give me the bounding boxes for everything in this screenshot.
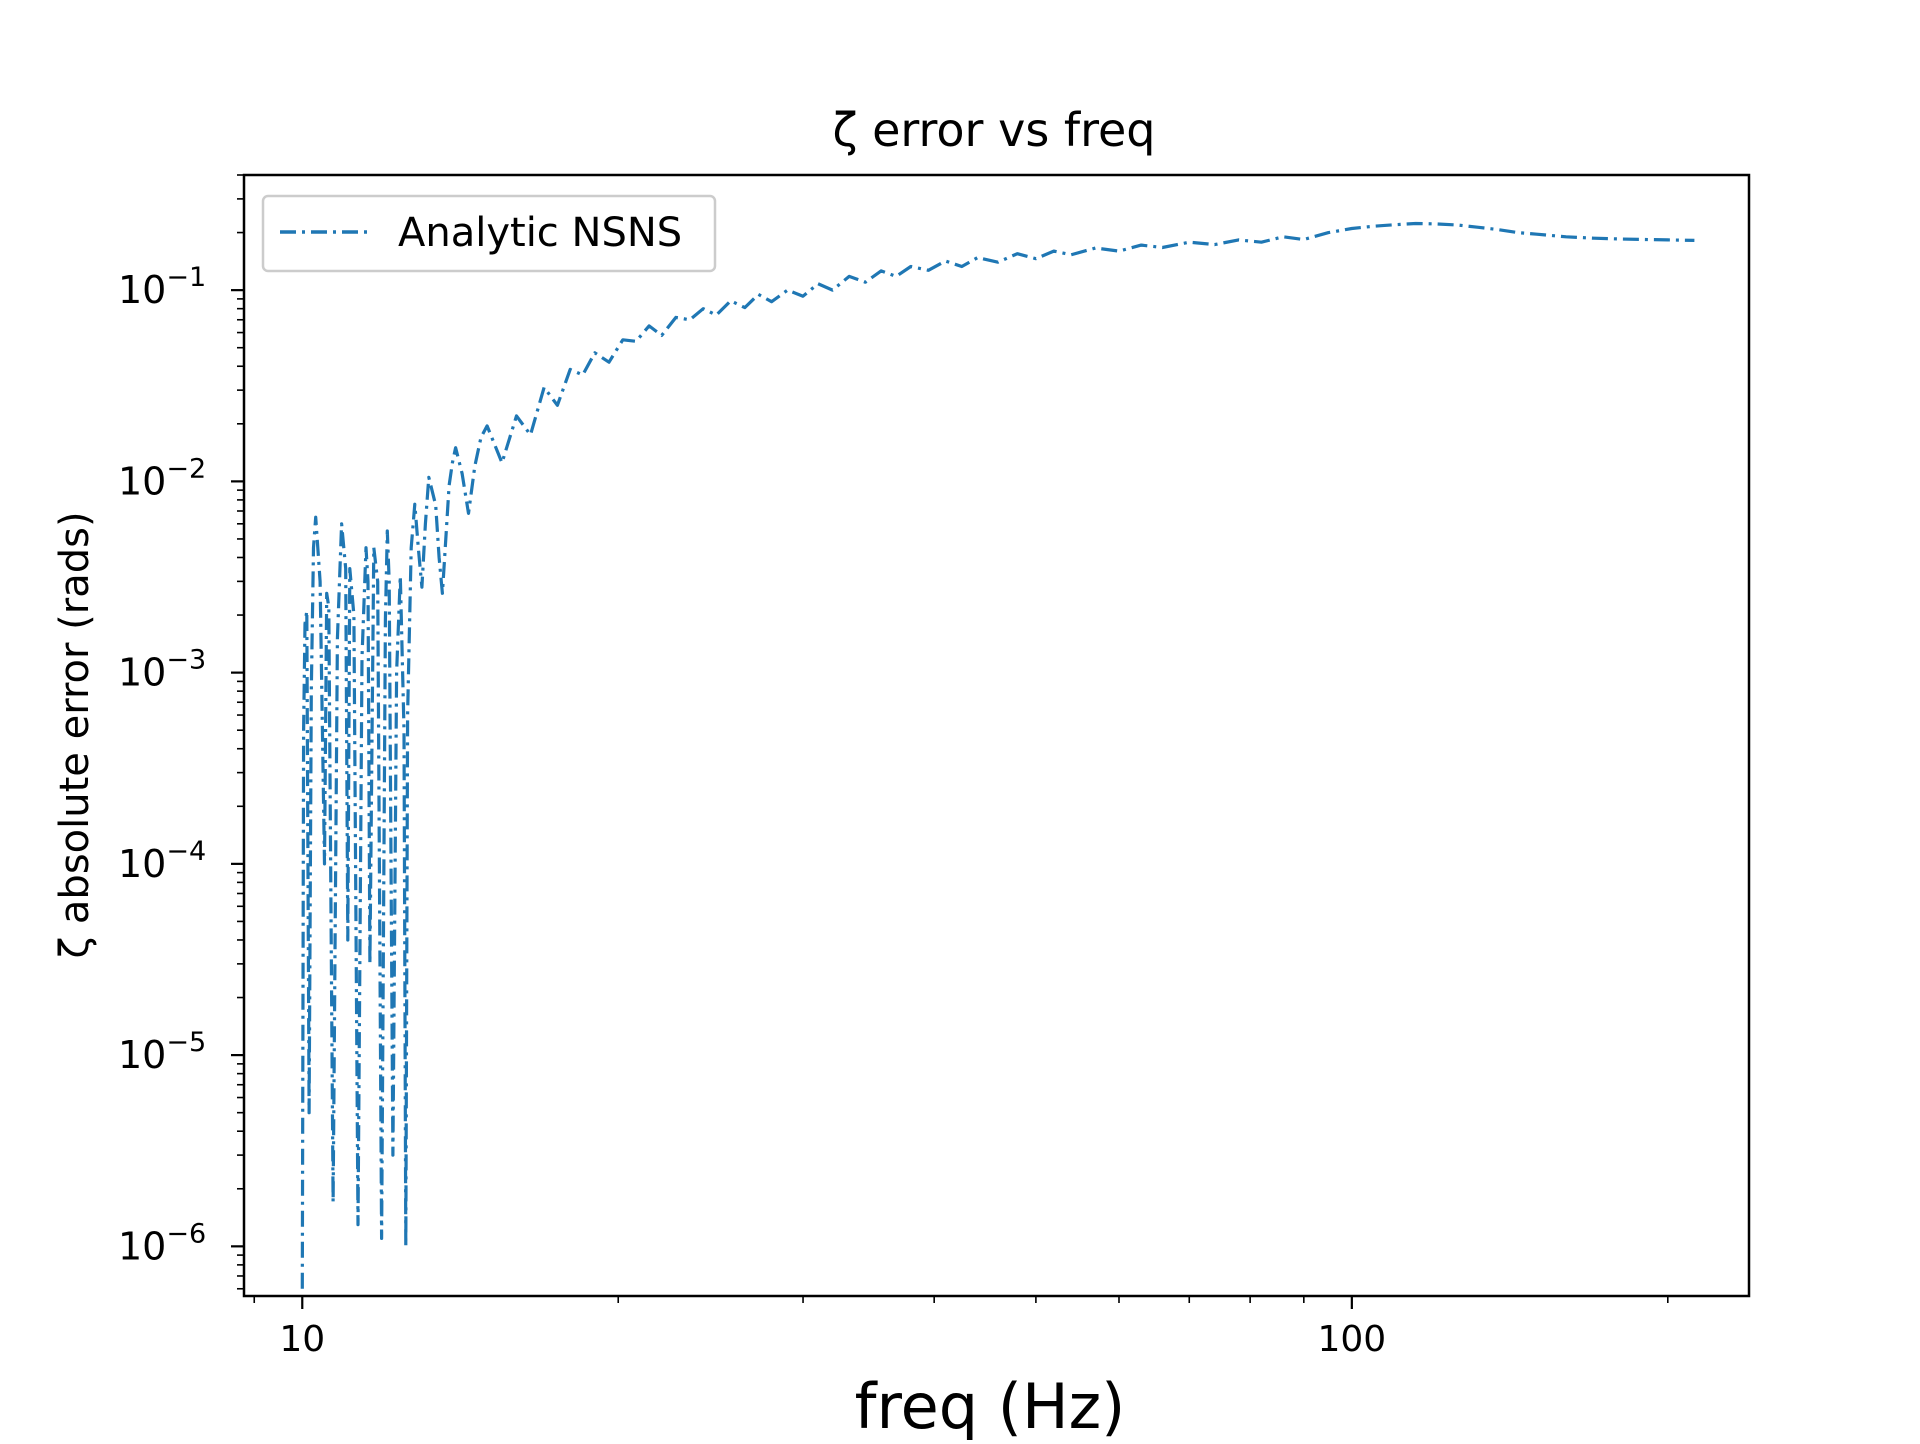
y-tick-label: 10−4 bbox=[118, 836, 206, 886]
y-tick-label: 10−2 bbox=[118, 453, 206, 503]
y-tick-label: 10−6 bbox=[118, 1218, 206, 1268]
y-tick-label: 10−5 bbox=[118, 1027, 206, 1077]
legend-box bbox=[261, 194, 717, 273]
y-tick-label: 10−1 bbox=[118, 262, 206, 312]
legend: Analytic NSNS bbox=[261, 194, 717, 273]
plot-area-frame bbox=[242, 173, 1751, 1298]
x-tick-label: 100 bbox=[1317, 1319, 1386, 1360]
x-tick-label: 10 bbox=[279, 1319, 325, 1360]
legend-label: Analytic NSNS bbox=[398, 210, 682, 256]
axis-ticks: 10 100 10−1 10−2 10−3 10−4 10−5 10−6 bbox=[118, 174, 1669, 1360]
x-axis-label: freq (Hz) bbox=[855, 1370, 1126, 1440]
chart-title: ζ error vs freq bbox=[832, 103, 1155, 157]
y-tick-label: 10−3 bbox=[118, 645, 206, 695]
y-axis-label: ζ absolute error (rads) bbox=[52, 511, 98, 958]
